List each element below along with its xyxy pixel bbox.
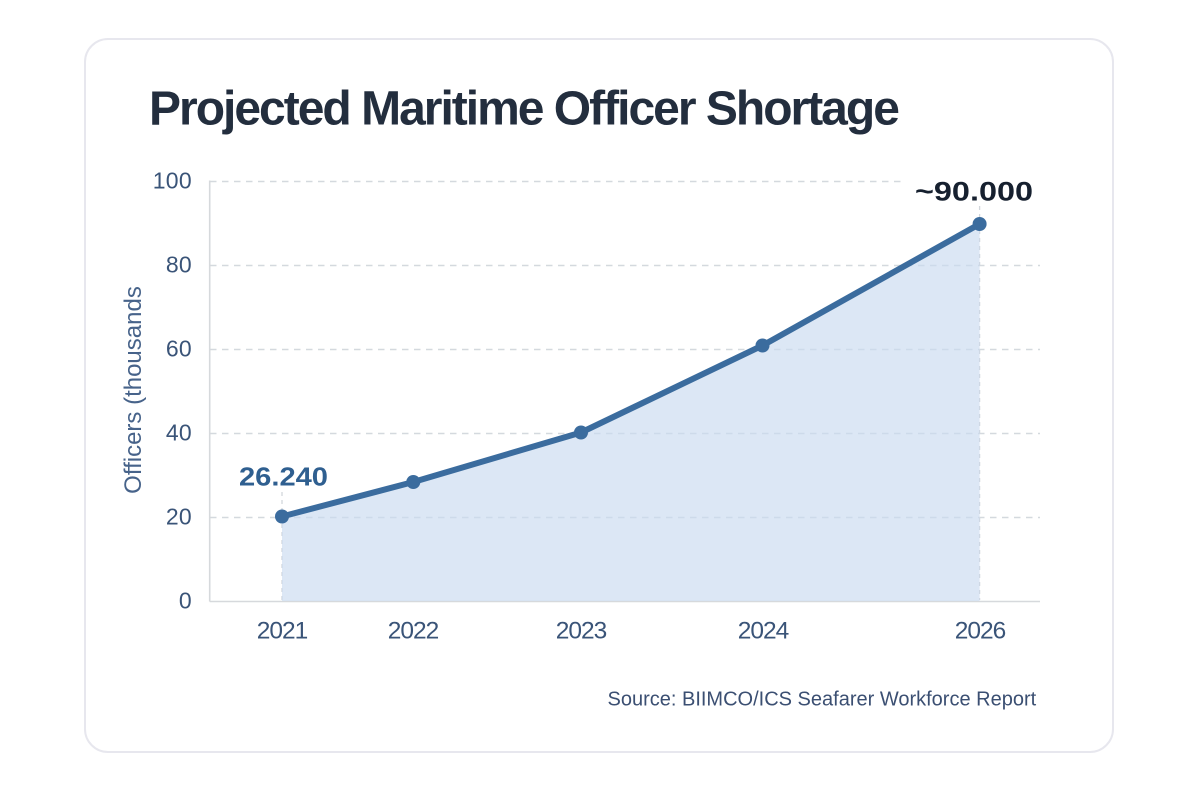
svg-text:2021: 2021 — [257, 618, 308, 645]
svg-text:2023: 2023 — [556, 618, 607, 645]
svg-text:2022: 2022 — [388, 618, 439, 645]
svg-text:2024: 2024 — [738, 618, 789, 645]
svg-text:Officers (thousands: Officers (thousands — [120, 286, 147, 494]
svg-text:60: 60 — [166, 336, 192, 362]
svg-text:100: 100 — [153, 168, 192, 194]
svg-text:40: 40 — [166, 420, 192, 446]
svg-text:Projected Maritime Officer Sho: Projected Maritime Officer Shortage — [149, 82, 899, 135]
svg-text:26.240: 26.240 — [239, 462, 328, 492]
svg-text:~90.000: ~90.000 — [915, 177, 1033, 207]
svg-text:20: 20 — [166, 504, 192, 530]
svg-text:80: 80 — [166, 252, 192, 278]
svg-text:Source: BIIMCO/ICS Seafarer Wo: Source: BIIMCO/ICS Seafarer Workforce Re… — [608, 689, 1037, 711]
svg-text:2026: 2026 — [955, 618, 1006, 645]
svg-text:0: 0 — [179, 588, 192, 614]
